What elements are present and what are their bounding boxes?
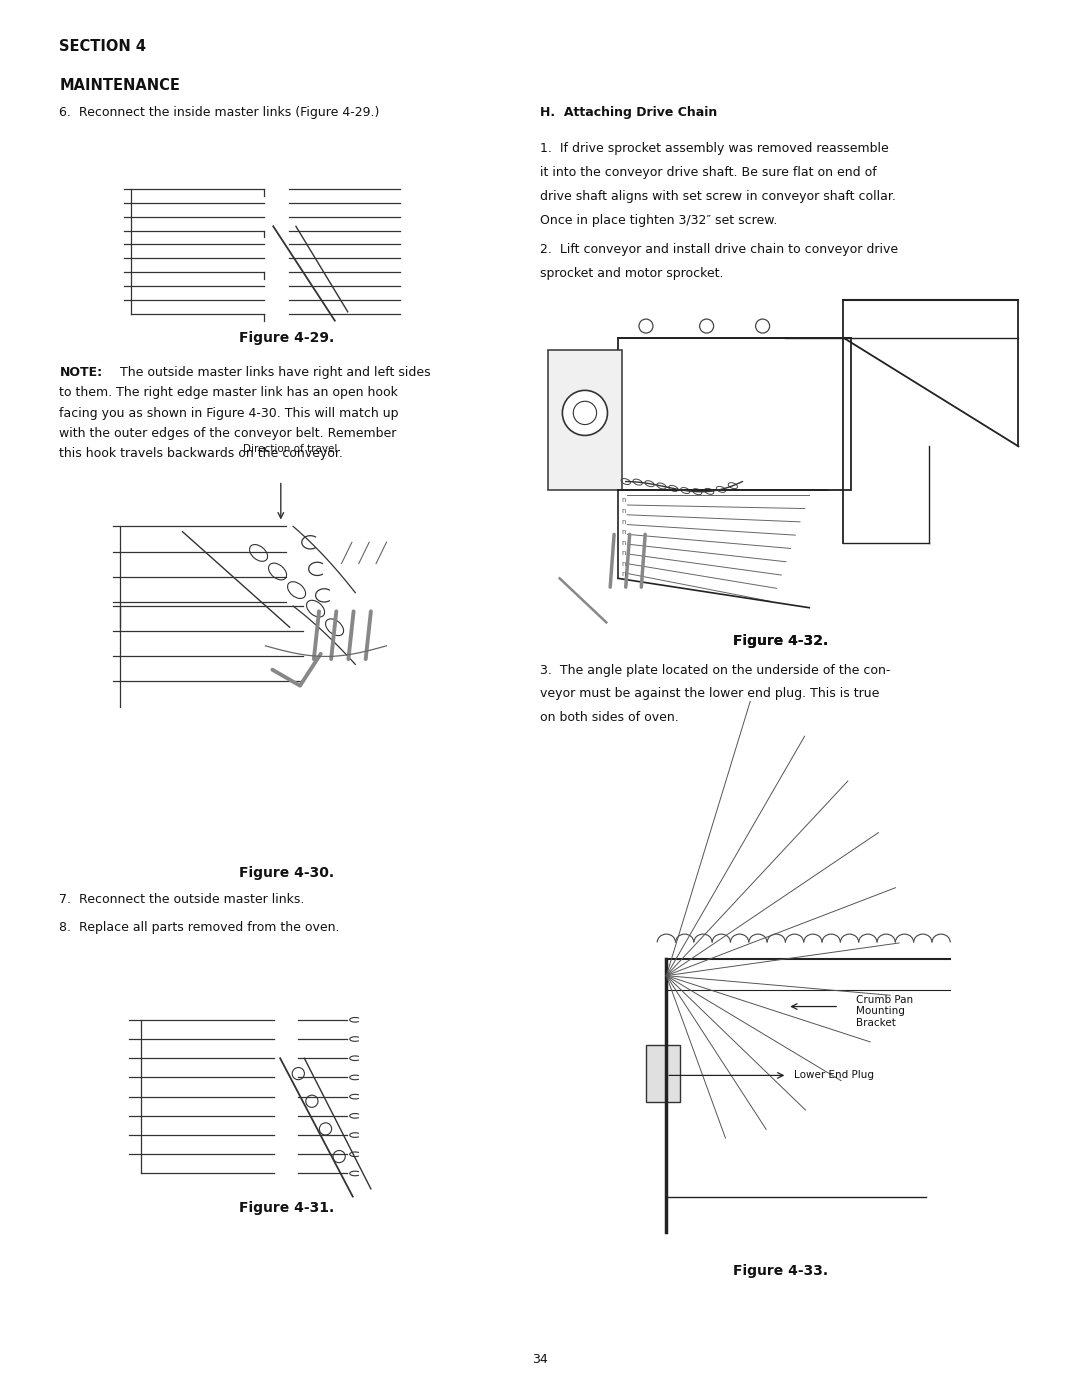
Text: 34: 34 — [532, 1354, 548, 1366]
Text: n: n — [622, 560, 626, 567]
Text: 6.  Reconnect the inside master links (Figure 4-29.): 6. Reconnect the inside master links (Fi… — [59, 106, 380, 119]
Text: drive shaft aligns with set screw in conveyor shaft collar.: drive shaft aligns with set screw in con… — [540, 190, 896, 203]
Text: facing you as shown in Figure 4-30. This will match up: facing you as shown in Figure 4-30. This… — [59, 407, 399, 419]
Text: Figure 4-31.: Figure 4-31. — [239, 1201, 334, 1215]
Circle shape — [563, 390, 607, 436]
Text: sprocket and motor sprocket.: sprocket and motor sprocket. — [540, 267, 724, 279]
Bar — [646, 1045, 680, 1101]
Text: The outside master links have right and left sides: The outside master links have right and … — [116, 366, 430, 379]
Text: Once in place tighten 3/32″ set screw.: Once in place tighten 3/32″ set screw. — [540, 214, 778, 226]
Text: this hook travels backwards on the conveyor.: this hook travels backwards on the conve… — [59, 447, 343, 460]
Circle shape — [756, 319, 770, 332]
Text: n: n — [622, 571, 626, 577]
Text: Crumb Pan
Mounting
Bracket: Crumb Pan Mounting Bracket — [856, 995, 914, 1028]
Text: n: n — [622, 497, 626, 503]
Text: 3.  The angle plate located on the underside of the con-: 3. The angle plate located on the unders… — [540, 664, 890, 676]
Text: to them. The right edge master link has an open hook: to them. The right edge master link has … — [59, 387, 399, 400]
Circle shape — [573, 401, 596, 425]
Text: veyor must be against the lower end plug. This is true: veyor must be against the lower end plug… — [540, 687, 879, 700]
Text: n: n — [622, 539, 626, 546]
Text: n: n — [622, 529, 626, 535]
Text: Direction of travel: Direction of travel — [243, 444, 337, 454]
Text: H.  Attaching Drive Chain: H. Attaching Drive Chain — [540, 106, 717, 119]
Text: 1.  If drive sprocket assembly was removed reassemble: 1. If drive sprocket assembly was remove… — [540, 142, 889, 155]
Text: it into the conveyor drive shaft. Be sure flat on end of: it into the conveyor drive shaft. Be sur… — [540, 166, 877, 179]
Text: Figure 4-29.: Figure 4-29. — [239, 331, 334, 345]
Text: n: n — [622, 550, 626, 556]
Text: NOTE:: NOTE: — [59, 366, 103, 379]
Text: Figure 4-33.: Figure 4-33. — [732, 1264, 828, 1278]
Circle shape — [700, 319, 714, 332]
Text: n: n — [622, 509, 626, 514]
Text: 7.  Reconnect the outside master links.: 7. Reconnect the outside master links. — [59, 893, 305, 905]
Text: Lower End Plug: Lower End Plug — [794, 1070, 874, 1080]
Bar — [548, 349, 622, 490]
Circle shape — [639, 319, 653, 332]
Text: Figure 4-32.: Figure 4-32. — [732, 634, 828, 648]
Text: n: n — [622, 518, 626, 524]
Text: on both sides of oven.: on both sides of oven. — [540, 711, 678, 724]
Text: Figure 4-32.: Figure 4-32. — [732, 634, 828, 648]
Bar — [618, 338, 851, 490]
Text: SECTION 4: SECTION 4 — [59, 39, 147, 54]
Text: with the outer edges of the conveyor belt. Remember: with the outer edges of the conveyor bel… — [59, 427, 396, 440]
Text: MAINTENANCE: MAINTENANCE — [59, 78, 180, 94]
Text: 2.  Lift conveyor and install drive chain to conveyor drive: 2. Lift conveyor and install drive chain… — [540, 243, 899, 256]
Text: 8.  Replace all parts removed from the oven.: 8. Replace all parts removed from the ov… — [59, 921, 340, 933]
Text: Figure 4-30.: Figure 4-30. — [239, 866, 334, 880]
